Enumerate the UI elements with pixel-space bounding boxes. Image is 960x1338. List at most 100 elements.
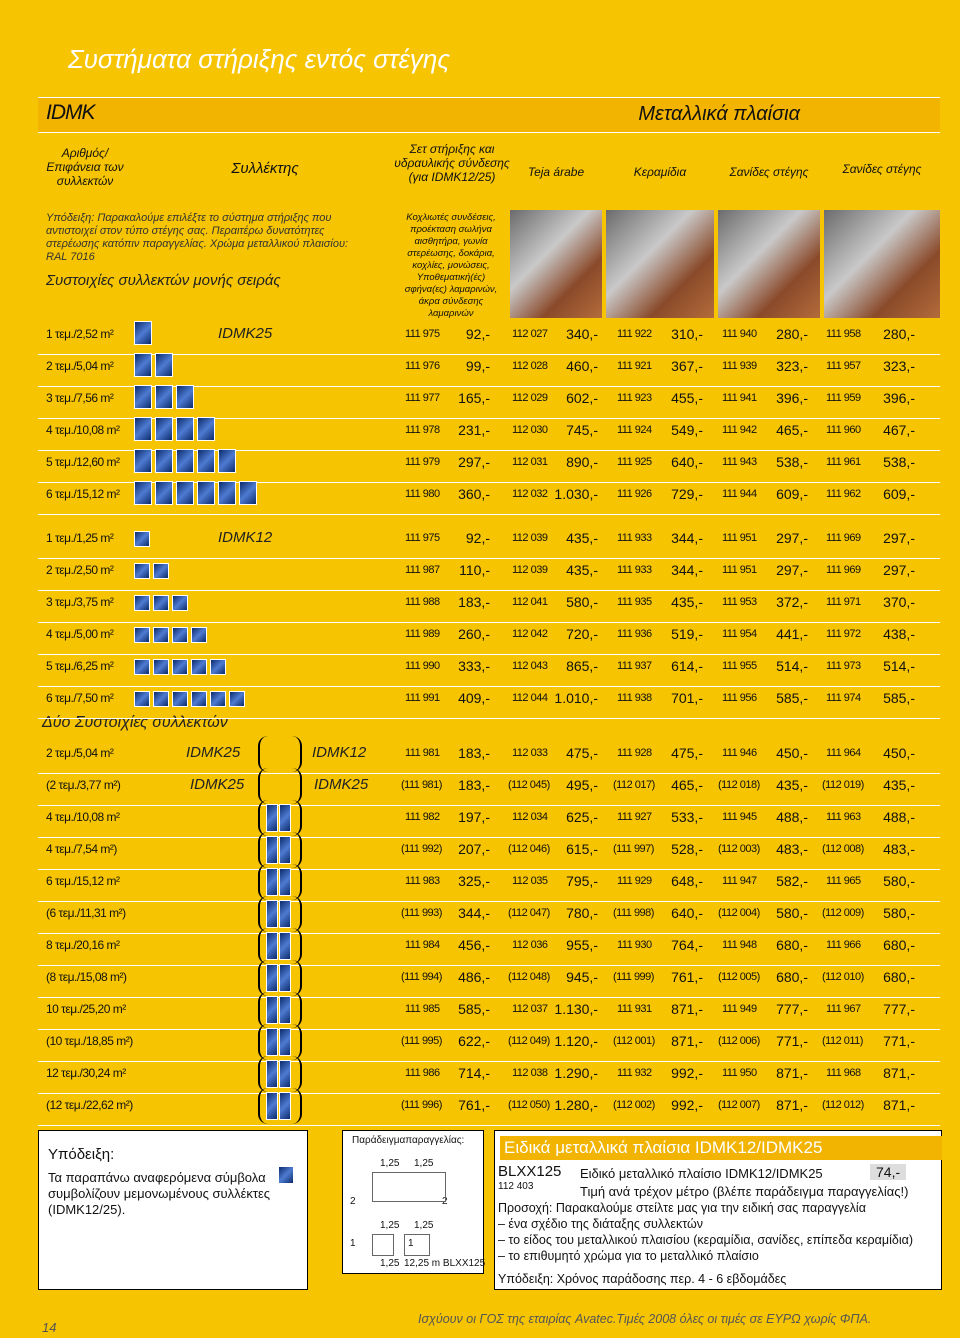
row-line xyxy=(38,386,940,387)
article-code: 111 987 xyxy=(405,564,440,576)
band-left: IDMK xyxy=(46,101,95,124)
price: 465,- xyxy=(776,422,808,438)
row-line xyxy=(38,933,940,934)
bracket xyxy=(258,736,270,772)
price: 323,- xyxy=(883,358,915,374)
article-code: (112 050) xyxy=(508,1099,550,1111)
row-label: 6 τεμ./15,12 m² xyxy=(46,487,120,501)
article-code: 111 935 xyxy=(617,596,652,608)
special-unit: Τιμή ανά τρέχον μέτρο (βλέπε παράδειγμα … xyxy=(580,1184,909,1199)
row-label: (12 τεμ./22,62 m²) xyxy=(46,1098,133,1112)
row-line xyxy=(38,450,940,451)
price: 580,- xyxy=(883,873,915,889)
article-code: 111 955 xyxy=(722,660,757,672)
article-code: 111 923 xyxy=(617,392,652,404)
price: 450,- xyxy=(883,745,915,761)
price: 615,- xyxy=(566,841,598,857)
article-code: 111 933 xyxy=(617,564,652,576)
price: 475,- xyxy=(671,745,703,761)
row-label: 1 τεμ./1,25 m² xyxy=(46,531,114,545)
article-code: 111 967 xyxy=(826,1003,861,1015)
price: 580,- xyxy=(566,594,598,610)
article-code: 112 042 xyxy=(512,628,548,640)
column-header: Κεραμίδια xyxy=(633,165,687,179)
article-code: (112 012) xyxy=(822,1099,864,1111)
collector: IDMK12 xyxy=(218,529,273,546)
collector-icon xyxy=(176,449,194,473)
article-code: 111 929 xyxy=(617,875,652,887)
article-code: 111 921 xyxy=(617,360,652,372)
special-delivery: Υπόδειξη: Χρόνος παράδοσης περ. 4 - 6 εβ… xyxy=(498,1272,787,1286)
article-code: 111 971 xyxy=(826,596,861,608)
price: 435,- xyxy=(883,777,915,793)
row-line xyxy=(38,590,940,591)
price: 475,- xyxy=(566,745,598,761)
article-code: 111 951 xyxy=(722,532,757,544)
article-code: 111 953 xyxy=(722,596,757,608)
article-code: 111 985 xyxy=(405,1003,440,1015)
row-line xyxy=(38,1029,940,1030)
price: 514,- xyxy=(883,658,915,674)
price: 871,- xyxy=(671,1001,703,1017)
article-code: 112 041 xyxy=(512,596,548,608)
note-text: Υπόδειξη: Παρακαλούμε επιλέξτε το σύστημ… xyxy=(46,212,349,263)
row-label: 3 τεμ./3,75 m² xyxy=(46,595,114,609)
bracket xyxy=(290,768,302,804)
row-line xyxy=(38,965,940,966)
price: 370,- xyxy=(883,594,915,610)
article-code: 111 941 xyxy=(722,392,757,404)
collector-icon xyxy=(134,531,150,547)
row-label: (2 τεμ./3,77 m²) xyxy=(46,778,121,792)
bracket xyxy=(258,928,270,964)
price: 92,- xyxy=(465,326,490,342)
row-line xyxy=(38,805,940,806)
price: 456,- xyxy=(458,937,490,953)
price: 890,- xyxy=(566,454,598,470)
article-code: 111 982 xyxy=(405,811,440,823)
article-code: 111 924 xyxy=(617,424,652,436)
article-code: (112 004) xyxy=(718,907,760,919)
price: 183,- xyxy=(458,777,490,793)
article-code: 111 933 xyxy=(617,532,652,544)
collector-icon xyxy=(266,900,278,928)
collector-icon xyxy=(134,417,152,441)
example-grid xyxy=(372,1172,446,1202)
price: 771,- xyxy=(776,1033,808,1049)
article-code: 111 972 xyxy=(826,628,861,640)
column-header: Συλλέκτης xyxy=(231,160,299,177)
row-label: 6 τεμ./15,12 m² xyxy=(46,874,120,888)
collector-icon xyxy=(172,627,188,643)
price: 528,- xyxy=(671,841,703,857)
example-label: 1,25 xyxy=(380,1158,400,1169)
article-code: (111 999) xyxy=(613,971,654,983)
price: 514,- xyxy=(776,658,808,674)
row-label: 4 τεμ./5,00 m² xyxy=(46,627,114,641)
article-code: (112 007) xyxy=(718,1099,760,1111)
price: 640,- xyxy=(671,454,703,470)
article-code: (111 997) xyxy=(613,843,654,855)
price: 435,- xyxy=(566,562,598,578)
price: 435,- xyxy=(671,594,703,610)
collector-icon xyxy=(279,868,291,896)
bracket xyxy=(290,736,302,772)
photo xyxy=(606,210,714,318)
collector-icon xyxy=(266,1060,278,1088)
article-code: (111 996) xyxy=(401,1099,442,1111)
article-code: 111 959 xyxy=(826,392,861,404)
example-label: 1 xyxy=(350,1238,356,1249)
price: 323,- xyxy=(776,358,808,374)
special-price: 74,- xyxy=(870,1164,907,1180)
article-code: 111 965 xyxy=(826,875,861,887)
price: 580,- xyxy=(883,905,915,921)
price: 680,- xyxy=(776,937,808,953)
article-code: (112 003) xyxy=(718,843,760,855)
price: 297,- xyxy=(776,562,808,578)
article-code: 111 984 xyxy=(405,939,440,951)
collector-icon xyxy=(134,563,150,579)
row-line xyxy=(38,1061,940,1062)
article-code: 112 035 xyxy=(512,875,548,887)
collector-icon xyxy=(155,385,173,409)
collector-icon xyxy=(172,659,188,675)
example-box xyxy=(342,1130,484,1274)
row-line xyxy=(38,418,940,419)
